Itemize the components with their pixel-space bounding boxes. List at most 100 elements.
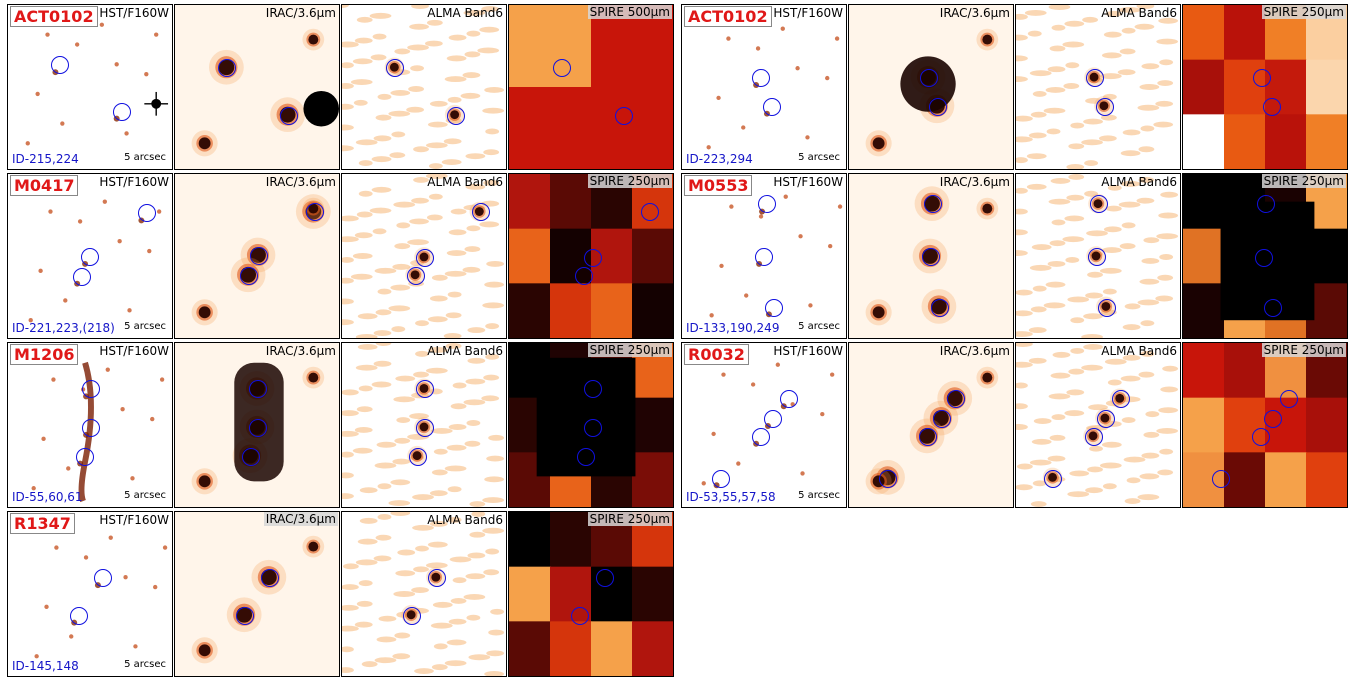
source-circle-marker [407,267,425,285]
scale-label: 5 arcsec [124,152,166,163]
cluster-name: ACT0102 [684,6,772,27]
band-label: HST/F160W [773,175,843,189]
source-circle-marker [240,267,258,285]
source-circle-marker [765,299,783,317]
scale-label: 5 arcsec [124,490,166,501]
spire-image [1183,5,1347,169]
band-label: SPIRE 250μm [587,512,672,526]
source-circle-marker [1280,390,1298,408]
source-circle-marker [575,267,593,285]
spire-image [1183,343,1347,507]
band-label: HST/F160W [773,344,843,358]
source-circle-marker [94,569,112,587]
spire-image [509,174,673,338]
hst-image [8,512,172,676]
source-circle-marker [553,59,571,77]
band-label: SPIRE 500μm [587,5,672,19]
scale-label: 5 arcsec [798,152,840,163]
alma-image [1016,343,1180,507]
source-circle-marker [571,607,589,625]
source-circle-marker [1086,69,1104,87]
band-label: IRAC/3.6μm [265,6,336,20]
panel-spire: SPIRE 250μm [508,173,674,339]
band-label: IRAC/3.6μm [939,175,1010,189]
source-circle-marker [947,390,965,408]
source-circle-marker [386,59,404,77]
source-circle-marker [931,299,949,317]
cluster-name: M0553 [684,175,753,196]
source-circle-marker [250,247,268,265]
source-circle-marker [428,569,446,587]
band-label: IRAC/3.6μm [939,344,1010,358]
source-circle-marker [416,419,434,437]
band-label: IRAC/3.6μm [263,512,338,526]
source-ids: ID-53,55,57,58 [686,490,776,504]
source-circle-marker [1088,248,1106,266]
cluster-name: ACT0102 [10,6,98,27]
hst-image [682,343,846,507]
band-label: IRAC/3.6μm [265,175,336,189]
panel-hst: HST/F160W M0553 ID-133,190,249 5 arcsec [681,173,847,339]
scale-label: 5 arcsec [798,321,840,332]
band-label: SPIRE 250μm [1261,5,1346,19]
panel-alma: ALMA Band6 [341,173,507,339]
band-label: ALMA Band6 [427,175,503,189]
irac-image [175,5,339,169]
source-circle-marker [1212,470,1230,488]
source-circle-marker [752,69,770,87]
panel-irac: IRAC/3.6μm [174,342,340,508]
irac-image [849,343,1013,507]
source-circle-marker [447,107,465,125]
source-ids: ID-221,223,(218) [12,321,115,335]
band-label: ALMA Band6 [1101,344,1177,358]
source-circle-marker [261,569,279,587]
source-circle-marker [1090,195,1108,213]
source-circle-marker [306,203,324,221]
source-circle-marker [752,428,770,446]
band-label: ALMA Band6 [1101,175,1177,189]
panel-alma: ALMA Band6 [1015,4,1181,170]
band-label: SPIRE 250μm [587,174,672,188]
alma-image [342,512,506,676]
alma-image [1016,5,1180,169]
source-circle-marker [1263,98,1281,116]
band-label: ALMA Band6 [1101,6,1177,20]
source-circle-marker [76,448,94,466]
cluster-name: R1347 [10,513,75,534]
source-circle-marker [70,607,88,625]
source-ids: ID-223,294 [686,152,753,166]
panel-spire: SPIRE 250μm [1182,173,1348,339]
panel-spire: SPIRE 250μm [1182,4,1348,170]
panel-spire: SPIRE 250μm [508,511,674,677]
source-circle-marker [764,410,782,428]
source-circle-marker [1264,299,1282,317]
panel-hst: HST/F160W M1206 ID-55,60,61 5 arcsec [7,342,173,508]
panel-irac: IRAC/3.6μm [174,173,340,339]
source-circle-marker [1264,410,1282,428]
source-circle-marker [584,249,602,267]
source-circle-marker [403,607,421,625]
band-label: HST/F160W [773,6,843,20]
source-circle-marker [758,195,776,213]
band-label: ALMA Band6 [427,6,503,20]
source-circle-marker [242,448,260,466]
panel-hst: HST/F160W R1347 ID-145,148 5 arcsec [7,511,173,677]
panel-spire: SPIRE 500μm [508,4,674,170]
panel-hst: HST/F160W M0417 ID-221,223,(218) 5 arcsec [7,173,173,339]
source-circle-marker [584,419,602,437]
irac-image [849,5,1013,169]
band-label: ALMA Band6 [427,344,503,358]
band-label: HST/F160W [99,513,169,527]
hst-image [682,5,846,169]
alma-image [342,5,506,169]
source-circle-marker [1097,410,1115,428]
source-circle-marker [1096,98,1114,116]
source-circle-marker [924,195,942,213]
band-label: SPIRE 250μm [1261,174,1346,188]
source-circle-marker [1044,470,1062,488]
source-circle-marker [922,248,940,266]
panel-alma: ALMA Band6 [1015,173,1181,339]
source-circle-marker [416,380,434,398]
scale-label: 5 arcsec [124,321,166,332]
source-circle-marker [218,59,236,77]
